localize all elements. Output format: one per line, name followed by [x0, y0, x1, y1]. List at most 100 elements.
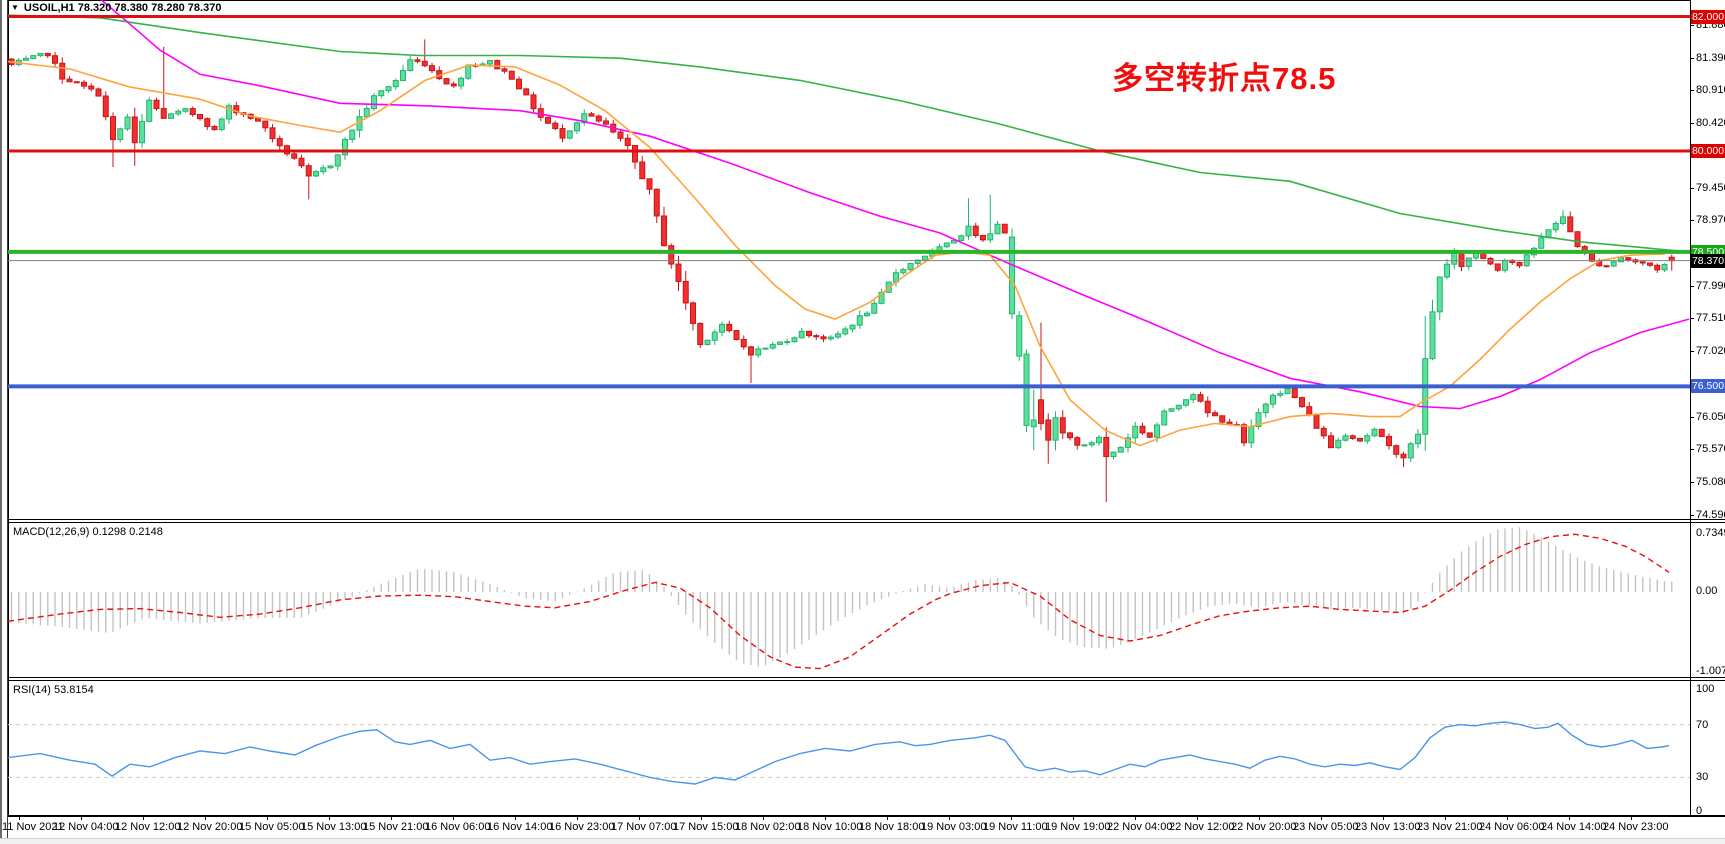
price-axis-tick [1690, 25, 1694, 26]
time-axis-label: 15 Nov 05:00 [239, 821, 305, 833]
main-chart-canvas[interactable] [8, 0, 1690, 519]
time-axis-label: 15 Nov 13:00 [301, 821, 367, 833]
price-axis-label: 77.990 [1696, 280, 1725, 292]
chart-left-border [8, 0, 9, 816]
time-axis-tick [1507, 816, 1508, 820]
macd-panel-canvas[interactable] [8, 523, 1690, 677]
macd-axis-label: 0.00 [1696, 585, 1718, 597]
chart-annotation-text[interactable]: 多空转折点78.5 [1112, 61, 1337, 96]
time-axis-tick [1135, 816, 1136, 820]
price-axis-tick [1690, 58, 1694, 59]
time-axis-label: 18 Nov 10:00 [797, 821, 863, 833]
time-axis-label: 12 Nov 04:00 [53, 821, 119, 833]
time-axis-tick [1445, 816, 1446, 820]
time-axis-tick [19, 816, 20, 820]
time-axis-label: 17 Nov 07:00 [611, 821, 677, 833]
price-axis-tick [1690, 482, 1694, 483]
separator-main-macd[interactable] [8, 519, 1725, 523]
time-axis-label: 19 Nov 03:00 [921, 821, 987, 833]
time-axis-tick [577, 816, 578, 820]
time-axis-label: 22 Nov 04:00 [1107, 821, 1173, 833]
price-axis-tick [1690, 188, 1694, 189]
left-gutter [0, 0, 8, 844]
time-axis-label: 16 Nov 23:00 [549, 821, 615, 833]
price-axis-label: 75.570 [1696, 443, 1725, 455]
time-axis-tick [515, 816, 516, 820]
price-level-badge: 78.370 [1691, 254, 1725, 268]
time-axis-label: 23 Nov 05:00 [1293, 821, 1359, 833]
time-axis-label: 24 Nov 14:00 [1541, 821, 1607, 833]
time-axis-label: 15 Nov 21:00 [363, 821, 429, 833]
separator-macd-rsi[interactable] [8, 677, 1725, 681]
price-axis-label: 80.420 [1696, 117, 1725, 129]
time-axis-tick [1073, 816, 1074, 820]
time-axis-tick [1259, 816, 1260, 820]
rsi-indicator-label: RSI(14) 53.8154 [13, 684, 94, 696]
price-axis-label: 80.910 [1696, 84, 1725, 96]
time-axis-label: 23 Nov 13:00 [1355, 821, 1421, 833]
price-level-badge: 82.000 [1691, 10, 1725, 24]
time-axis-label: 17 Nov 15:00 [673, 821, 739, 833]
time-axis-label: 11 Nov 2021 [2, 821, 64, 833]
price-axis-tick [1690, 515, 1694, 516]
time-axis-tick [143, 816, 144, 820]
price-axis-tick [1690, 90, 1694, 91]
time-axis-label: 12 Nov 20:00 [177, 821, 243, 833]
price-axis-label: 77.020 [1696, 345, 1725, 357]
time-axis-tick [949, 816, 950, 820]
time-axis-label: 24 Nov 06:00 [1479, 821, 1545, 833]
rsi-axis-label: 30 [1696, 771, 1709, 783]
time-axis-tick [267, 816, 268, 820]
rsi-axis-label: 0 [1696, 805, 1703, 817]
price-axis-border[interactable] [1690, 0, 1691, 816]
symbol-ohlc-readout[interactable]: ▼ USOIL,H1 78.320 78.380 78.280 78.370 [11, 2, 221, 14]
rsi-panel-canvas[interactable] [8, 681, 1690, 815]
time-axis-label: 22 Nov 20:00 [1231, 821, 1297, 833]
time-axis-tick [1197, 816, 1198, 820]
rsi-axis-label: 100 [1696, 683, 1715, 695]
time-axis-label: 16 Nov 14:00 [487, 821, 553, 833]
separator-rsi-timeaxis[interactable] [8, 815, 1725, 817]
price-axis-tick [1690, 220, 1694, 221]
time-axis-tick [1631, 816, 1632, 820]
time-axis-tick [1321, 816, 1322, 820]
time-axis-tick [453, 816, 454, 820]
time-axis-label: 18 Nov 02:00 [735, 821, 801, 833]
time-axis-tick [329, 816, 330, 820]
time-axis-tick [825, 816, 826, 820]
time-axis-label: 23 Nov 21:00 [1417, 821, 1483, 833]
price-level-badge: 76.500 [1691, 379, 1725, 393]
time-axis-tick [205, 816, 206, 820]
price-axis-label: 76.050 [1696, 411, 1725, 423]
price-axis-label: 74.590 [1696, 509, 1725, 521]
price-axis-tick [1690, 417, 1694, 418]
price-axis-tick [1690, 318, 1694, 319]
time-axis-label: 24 Nov 23:00 [1603, 821, 1669, 833]
chart-top-border [8, 0, 1690, 1]
window-bottom-strip [0, 838, 1725, 844]
time-axis-tick [1569, 816, 1570, 820]
time-axis-label: 19 Nov 19:00 [1045, 821, 1111, 833]
time-axis-label: 12 Nov 12:00 [115, 821, 181, 833]
time-axis-label: 16 Nov 06:00 [425, 821, 491, 833]
price-axis-label: 81.390 [1696, 52, 1725, 64]
price-axis-tick [1690, 286, 1694, 287]
price-axis-label: 79.450 [1696, 182, 1725, 194]
price-level-badge: 80.000 [1691, 144, 1725, 158]
time-axis-tick [763, 816, 764, 820]
symbol-ohlc-text: USOIL,H1 78.320 78.380 78.280 78.370 [23, 2, 222, 14]
time-axis-tick [1011, 816, 1012, 820]
time-axis-tick [81, 816, 82, 820]
time-axis-tick [887, 816, 888, 820]
price-axis-tick [1690, 449, 1694, 450]
price-axis-tick [1690, 351, 1694, 352]
price-axis-label: 78.970 [1696, 214, 1725, 226]
macd-axis-label: -1.007 [1696, 665, 1725, 677]
time-axis-tick [1383, 816, 1384, 820]
rsi-axis-label: 70 [1696, 719, 1709, 731]
time-axis-tick [701, 816, 702, 820]
time-axis-label: 19 Nov 11:00 [983, 821, 1048, 833]
chevron-down-icon[interactable]: ▼ [11, 3, 19, 12]
macd-axis-label: 0.7349 [1696, 527, 1725, 539]
